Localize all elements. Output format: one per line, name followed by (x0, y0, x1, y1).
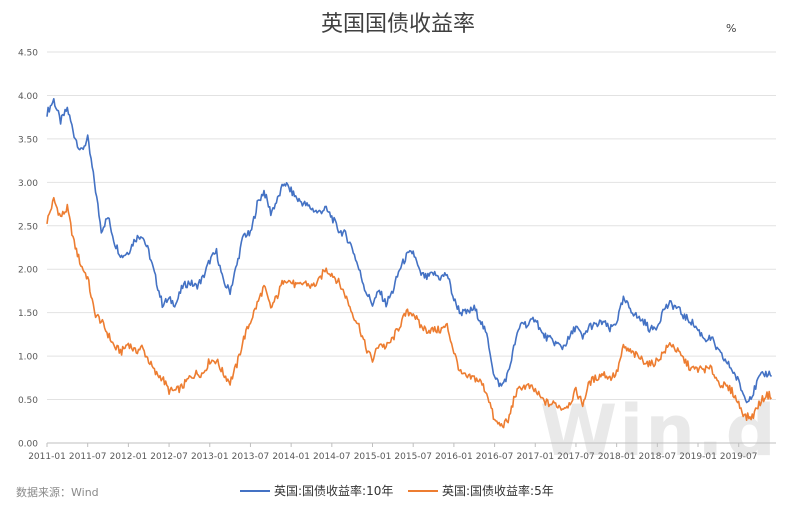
y-tick-label: 4.50 (18, 49, 38, 59)
x-tick-label: 2011-07 (69, 452, 107, 462)
x-tick-label: 2016-01 (435, 452, 473, 462)
gridlines (47, 51, 776, 444)
legend-swatch-5y (408, 489, 438, 492)
y-tick-label: 2.50 (18, 222, 38, 232)
x-tick-label: 2014-07 (313, 452, 351, 462)
x-tick-label: 2012-07 (150, 452, 188, 462)
legend-swatch-10y (240, 489, 270, 492)
x-tick-label: 2018-01 (598, 452, 636, 462)
legend-label-5y: 英国:国债收益率:5年 (442, 484, 554, 498)
series-lines (46, 98, 773, 429)
x-tick-label: 2011-01 (28, 452, 66, 462)
legend-item-10y: 英国:国债收益率:10年 (240, 482, 393, 499)
x-tick-label: 2015-01 (354, 452, 392, 462)
legend-item-5y: 英国:国债收益率:5年 (408, 482, 554, 499)
y-tick-label: 3.50 (18, 135, 38, 145)
y-tick-label: 1.00 (18, 353, 38, 363)
y-tick-label: 3.00 (18, 179, 38, 189)
x-tick-label: 2016-07 (476, 452, 514, 462)
x-tick-label: 2014-01 (272, 452, 310, 462)
y-tick-label: 1.50 (18, 309, 38, 319)
x-tick-label: 2017-07 (557, 452, 595, 462)
x-tick-label: 2018-07 (639, 452, 677, 462)
x-tick-label: 2017-01 (516, 452, 554, 462)
x-axis-ticks: 2011-01 2011-07 2012-01 2012-07 2013-01 2013-… (28, 443, 758, 462)
x-tick-label: 2013-01 (191, 452, 229, 462)
legend-label-10y: 英国:国债收益率:10年 (274, 484, 394, 498)
series-line-10y (46, 98, 773, 404)
x-tick-label: 2019-01 (679, 452, 717, 462)
data-source: 数据来源：Wind (16, 486, 99, 499)
y-tick-label: 0.50 (18, 396, 38, 406)
y-tick-label: 4.00 (18, 92, 38, 102)
y-axis-ticks: 0.00 0.50 1.00 1.50 2.00 2.50 3.00 3.50 4.00 4.50 (18, 49, 38, 450)
y-tick-label: 2.00 (18, 266, 38, 276)
chart-title: 英国国债收益率 (320, 12, 475, 37)
y-tick-label: 0.00 (18, 440, 38, 450)
series-line-5y (46, 196, 773, 429)
x-tick-label: 2015-07 (394, 452, 432, 462)
y-axis-unit: % (726, 22, 737, 35)
x-tick-label: 2013-07 (232, 452, 270, 462)
x-tick-label: 2012-01 (110, 452, 148, 462)
wind-watermark: Win.d (540, 390, 778, 472)
x-tick-label: 2019-07 (720, 452, 758, 462)
